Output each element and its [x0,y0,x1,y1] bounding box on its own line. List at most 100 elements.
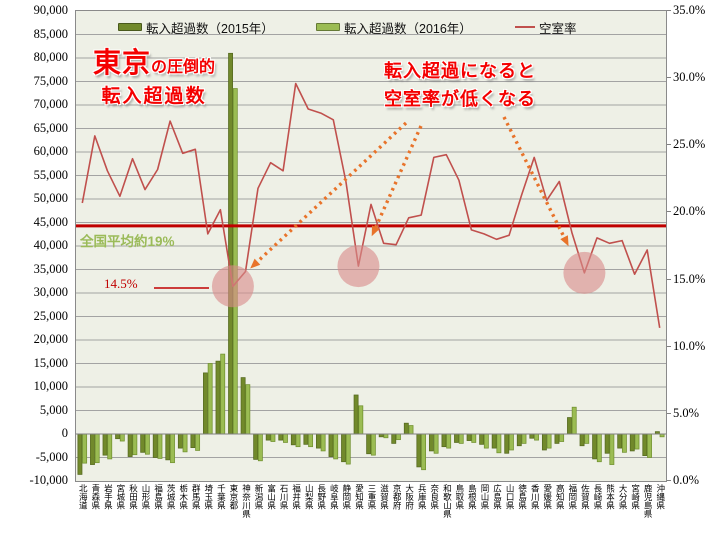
bar-2016 [546,433,552,449]
x-tick-label: 大阪府 [404,484,415,510]
annotation-arrowhead-icon [250,258,261,269]
bar-2015 [177,433,183,449]
x-tick-label: 群馬県 [191,484,202,510]
callout-vacancy-line2: 空室率が低くなる [384,89,536,109]
legend-label-vacancy: 空室率 [539,21,577,36]
bar-2015 [529,433,535,439]
bar-2016 [559,433,565,442]
x-tick-label: 千葉県 [216,484,227,510]
callout-tokyo-rest-text: の圧倒的 [151,59,216,76]
bar-2015 [592,433,598,460]
bar-2016 [94,433,100,464]
bar-2015 [328,433,334,457]
bar-2016 [157,433,163,459]
bar-2016 [333,433,339,460]
x-tick-label: 高知県 [555,484,566,510]
bar-2016 [345,433,351,465]
y-left-tick-label: 65,000 [33,120,68,135]
highlight-circle [337,245,380,288]
x-tick-label: 広島県 [492,484,503,510]
bar-2016 [471,433,477,443]
legend-item-vacancy: 空室率 [515,19,577,36]
bar-2015 [102,433,108,456]
y-left-tick-label: 40,000 [33,238,68,252]
x-tick-label: 長野県 [316,484,327,510]
x-tick-label: 神奈川県 [241,484,252,518]
legend-label-2015: 転入超過数（2015年） [146,21,274,36]
bar-2015 [579,433,585,447]
bar-2016 [396,433,401,441]
bar-2015 [428,433,434,452]
bar-2016 [144,433,150,455]
x-tick-label: 埼玉県 [203,484,214,510]
callout-vacancy-line1: 転入超過になると [384,61,536,81]
y-right-tick-label: 25.0% [673,137,706,152]
bar-2015 [491,433,497,449]
y-right-tickmark [667,480,671,481]
bar-2015 [215,360,221,435]
bar-2016 [358,405,364,435]
x-tick-label: 愛媛県 [542,484,553,510]
legend-swatch-2016-icon [316,23,340,31]
highlight-circle [211,265,254,308]
bar-2016 [195,433,201,451]
y-left-tick-label: 20,000 [33,332,68,346]
bar-2015 [115,433,121,440]
x-tick-label: 佐賀県 [580,484,591,510]
bar-2015 [391,433,397,444]
bar-2015 [77,433,83,475]
x-tick-label: 長崎県 [592,484,603,510]
bar-2016 [571,406,577,435]
x-tick-label: 富山県 [266,484,277,510]
bar-2016 [308,433,314,448]
bar-2015 [604,433,610,454]
bar-2015 [541,433,547,451]
bar-2016 [370,433,376,456]
x-tick-label: 山梨県 [304,484,315,510]
y-left-tick-label: 70,000 [33,97,68,111]
bar-2016 [207,363,213,435]
y-left-tick-label: 60,000 [33,144,68,158]
x-tick-label: 鳥取県 [454,484,465,510]
legend-label-2016: 転入超過数（2016年） [344,21,472,36]
x-tick-label: 岐阜県 [329,484,340,510]
bar-2015 [140,433,146,453]
bar-2015 [516,433,522,447]
bar-2015 [642,433,648,456]
y-left-tick-label: 10,000 [33,379,68,393]
x-tick-label: 島根県 [467,484,478,510]
x-tick-label: 静岡県 [341,484,352,510]
x-tick-label: 滋賀県 [379,484,390,510]
bar-2015 [554,433,560,444]
bar-2015 [441,433,447,448]
bar-2015 [629,433,635,452]
y-right-tickmark [667,278,671,280]
vacancy-line [81,82,661,329]
y-left-tick-label: 85,000 [33,26,68,41]
x-tick-label: 京都府 [392,484,403,510]
bar-2016 [220,353,226,435]
y-left-tick-label: 30,000 [33,285,68,299]
bar-2016 [107,433,113,460]
x-tick-label: 青森県 [90,484,101,510]
bar-2016 [170,433,175,464]
y-left-tick-label: 80,000 [33,50,68,64]
tokyo-rate-label: 14.5% [104,276,138,291]
bar-2016 [421,433,426,471]
annotation-arrow [373,125,423,230]
x-tick-label: 奈良県 [429,484,440,510]
y-left-tick-label: 0 [61,426,68,440]
y-right-tick-label: 5.0% [673,405,700,420]
callout-tokyo-big-text: 東京 [92,47,151,78]
bar-2015 [617,433,623,449]
bar-2015 [366,433,372,455]
bar-2015 [316,433,321,449]
plot-canvas [76,34,666,475]
bar-2015 [341,433,346,463]
bar-2016 [433,433,439,454]
bar-2015 [152,433,158,458]
y-right-tickmark [667,345,671,347]
y-left-tick-label: 15,000 [33,355,68,370]
x-tick-label: 山形県 [141,484,152,510]
